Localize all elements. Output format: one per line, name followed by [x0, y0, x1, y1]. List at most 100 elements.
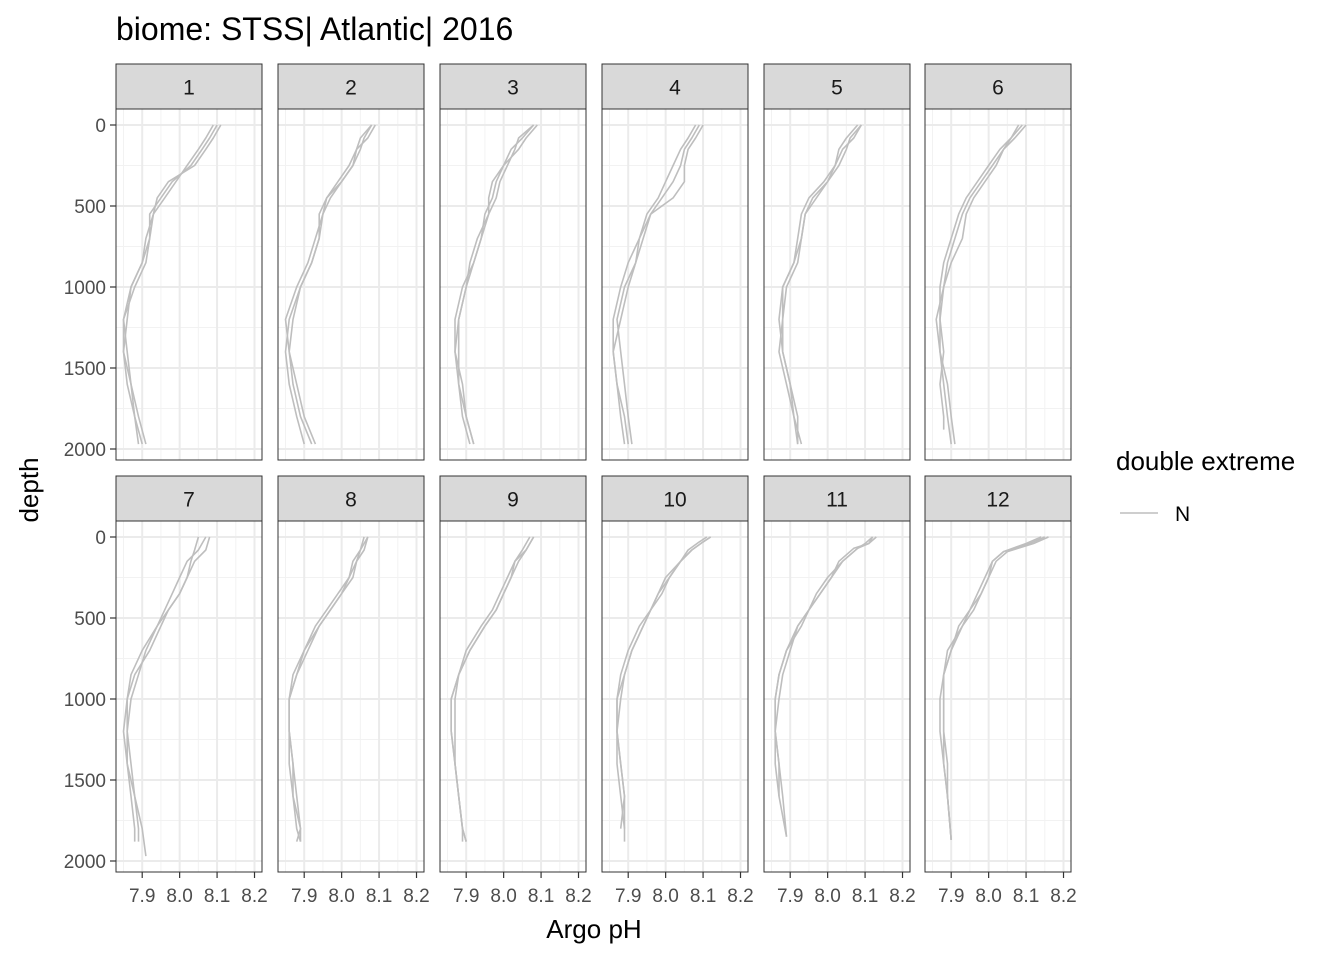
profile-line [774, 536, 874, 797]
panel-border [277, 108, 425, 461]
y-tick-label: 2000 [64, 440, 106, 461]
facet-strip [115, 475, 263, 522]
panel-border [601, 520, 749, 873]
panel-border [115, 520, 263, 873]
facet-strip-label: 12 [986, 489, 1009, 512]
profile-line [288, 536, 369, 842]
x-tick-label: 8.1 [852, 886, 878, 907]
panel-background [602, 521, 748, 872]
facet-strip-label: 11 [826, 489, 848, 512]
x-tick-label: 8.0 [975, 886, 1001, 907]
facet-panel-6: 6 [924, 63, 1072, 461]
profile-line [454, 124, 538, 445]
x-tick-label: 7.9 [615, 886, 641, 907]
profile-line [774, 536, 877, 837]
facet-strip [439, 63, 587, 110]
y-tick-label: 500 [74, 197, 106, 218]
x-tick-label: 8.1 [366, 886, 392, 907]
panel-border [763, 520, 911, 873]
profile-line [939, 124, 1023, 445]
profile-line [616, 536, 712, 829]
facet-strip [439, 475, 587, 522]
x-tick-label: 8.2 [889, 886, 915, 907]
profile-line [939, 536, 1049, 840]
profile-line [778, 124, 859, 445]
facet-panel-9: 9 7.9 8.0 8.1 8.2 [439, 475, 592, 907]
panel-border [924, 108, 1072, 461]
x-tick-label: 8.2 [727, 886, 753, 907]
facet-strip [277, 475, 425, 522]
panel-background [925, 521, 1071, 872]
panel-background [116, 521, 262, 872]
x-tick-label: 8.0 [490, 886, 516, 907]
panel-background [764, 521, 910, 872]
y-tick-label: 1500 [64, 359, 106, 380]
profile-line [616, 536, 708, 829]
y-axis-title: depth [14, 457, 44, 522]
legend-label-n: N [1175, 503, 1190, 526]
profile-line [122, 124, 222, 445]
chart-title: biome: STSS| Atlantic| 2016 [116, 11, 513, 47]
x-tick-label: 8.1 [690, 886, 716, 907]
facet-strip-label: 10 [663, 489, 686, 512]
facet-strip-label: 8 [345, 489, 357, 512]
facet-strip-label: 5 [831, 77, 843, 100]
profile-line [612, 124, 697, 445]
facet-panel-12: 12 7.9 8.0 8.1 8.2 [924, 475, 1077, 907]
profile-line [288, 536, 365, 842]
facet-strip [924, 475, 1072, 522]
facet-strip [601, 63, 749, 110]
y-tick-label: 500 [74, 609, 106, 630]
profile-line [450, 536, 531, 842]
facet-strip-label: 1 [183, 77, 195, 100]
profile-line [288, 124, 373, 445]
profile-line [284, 124, 376, 445]
x-tick-label: 8.1 [528, 886, 554, 907]
y-tick-label: 2000 [64, 852, 106, 873]
x-tick-label: 8.2 [1050, 886, 1076, 907]
facet-strip-label: 9 [507, 489, 519, 512]
x-tick-label: 7.9 [777, 886, 803, 907]
panel-border [924, 520, 1072, 873]
facet-panel-4: 4 [601, 63, 749, 461]
facet-strip [115, 63, 263, 110]
x-tick-label: 7.9 [291, 886, 317, 907]
x-tick-label: 7.9 [938, 886, 964, 907]
profile-line [942, 536, 1042, 840]
panel-background [440, 521, 586, 872]
x-tick-label: 8.2 [403, 886, 429, 907]
facet-panel-7: 7 0 500 1000 1500 2000 7.9 8.0 8.1 8.2 [64, 475, 268, 907]
facet-strip-label: 7 [183, 489, 195, 512]
facet-panel-8: 8 7.9 8.0 8.1 8.2 [277, 475, 430, 907]
facet-panel-5: 5 [763, 63, 911, 461]
profile-line [126, 536, 200, 857]
panel-border [601, 108, 749, 461]
facet-panel-11: 11 7.9 8.0 8.1 8.2 [763, 475, 916, 907]
profile-line [616, 124, 704, 445]
facet-strip-label: 4 [669, 77, 681, 100]
x-tick-label: 8.2 [565, 886, 591, 907]
y-tick-label: 0 [95, 528, 106, 549]
facet-strip [924, 63, 1072, 110]
y-tick-label: 1000 [64, 278, 106, 299]
panel-border [439, 520, 587, 873]
panel-border [277, 520, 425, 873]
legend-title: double extreme [1116, 446, 1295, 476]
x-tick-label: 8.1 [204, 886, 230, 907]
panel-border [439, 108, 587, 461]
facet-strip [601, 475, 749, 522]
x-tick-label: 8.1 [1013, 886, 1039, 907]
x-tick-label: 7.9 [129, 886, 155, 907]
y-tick-label: 1000 [64, 690, 106, 711]
facet-panel-3: 3 [439, 63, 587, 461]
x-tick-label: 8.0 [328, 886, 354, 907]
profile-line [122, 536, 211, 842]
facet-panel-10: 10 7.9 8.0 8.1 8.2 [601, 475, 754, 907]
y-tick-label: 1500 [64, 771, 106, 792]
panel-border [763, 108, 911, 461]
x-tick-label: 8.2 [241, 886, 267, 907]
profile-line [126, 536, 207, 842]
x-axis-title: Argo pH [546, 914, 641, 944]
